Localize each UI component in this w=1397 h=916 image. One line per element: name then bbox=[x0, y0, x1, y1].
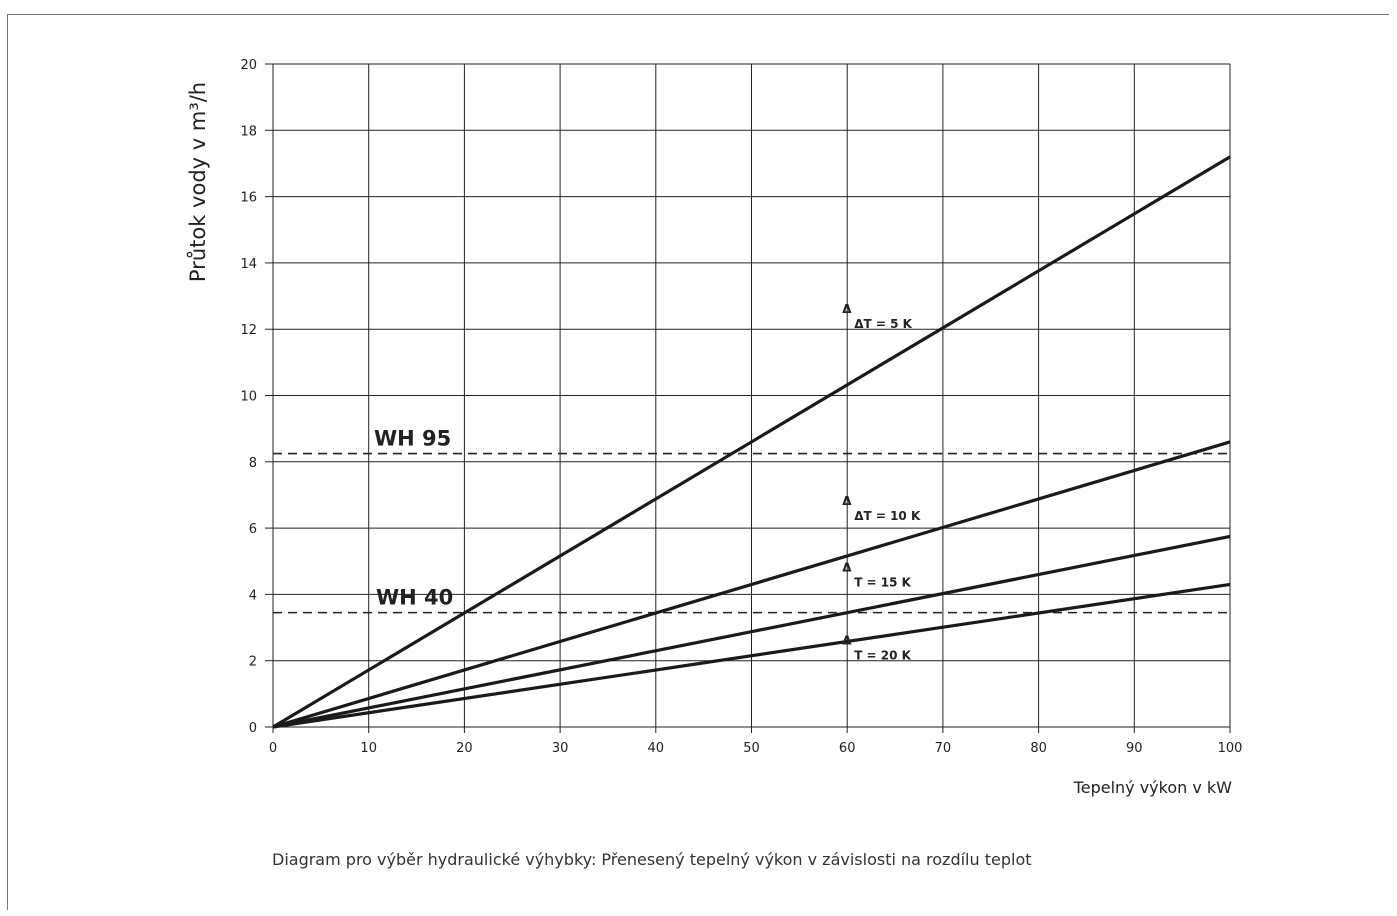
x-tick-label: 60 bbox=[839, 741, 856, 756]
series-lines bbox=[272, 155, 1231, 729]
x-axis-label: Tepelný výkon v kW bbox=[1073, 778, 1233, 797]
series-line bbox=[272, 582, 1231, 729]
y-tick-label: 12 bbox=[240, 323, 257, 338]
x-tick-label: 10 bbox=[360, 741, 377, 756]
figure-frame bbox=[7, 14, 1389, 910]
y-tick-label: 2 bbox=[249, 655, 257, 670]
series-label: T = 20 K bbox=[854, 648, 911, 662]
x-tick-labels: 0 10 20 30 40 50 60 70 80 90 100 bbox=[269, 741, 1243, 756]
series-label: ΔT = 5 K bbox=[854, 317, 912, 331]
y-tick-label: 0 bbox=[249, 721, 257, 736]
delta-marker: Δ bbox=[842, 633, 852, 647]
x-tick-label: 50 bbox=[743, 741, 760, 756]
x-tick-label: 20 bbox=[456, 741, 473, 756]
y-tick-label: 6 bbox=[249, 522, 257, 537]
grid bbox=[265, 63, 1231, 733]
x-tick-label: 30 bbox=[552, 741, 569, 756]
delta-marker: Δ bbox=[842, 302, 852, 316]
figure-caption: Diagram pro výběr hydraulické výhybky: P… bbox=[272, 850, 1032, 869]
series-line bbox=[272, 440, 1231, 729]
delta-marker: Δ bbox=[842, 494, 852, 508]
y-tick-label: 4 bbox=[249, 588, 257, 603]
reference-line-label: WH 95 bbox=[374, 427, 451, 451]
series-line bbox=[272, 155, 1231, 729]
x-tick-label: 40 bbox=[648, 741, 665, 756]
y-tick-label: 20 bbox=[240, 58, 257, 73]
x-tick-label: 90 bbox=[1126, 741, 1143, 756]
y-tick-label: 16 bbox=[240, 191, 257, 206]
x-tick-label: 100 bbox=[1218, 741, 1243, 756]
series-label: ΔT = 10 K bbox=[854, 509, 921, 523]
y-axis-label: Průtok vody v m³/h bbox=[186, 82, 210, 282]
x-tick-label: 0 bbox=[269, 741, 277, 756]
delta-marker: Δ bbox=[842, 561, 852, 575]
reference-lines: WH 95 WH 40 bbox=[273, 427, 1230, 614]
y-tick-label: 8 bbox=[249, 456, 257, 471]
series-line bbox=[272, 534, 1231, 729]
y-tick-labels: 0 2 4 6 8 10 12 14 16 18 20 bbox=[240, 58, 257, 736]
y-tick-label: 10 bbox=[240, 390, 257, 405]
x-tick-label: 80 bbox=[1030, 741, 1047, 756]
x-tick-label: 70 bbox=[935, 741, 952, 756]
y-tick-label: 18 bbox=[240, 124, 257, 139]
y-tick-label: 14 bbox=[240, 257, 257, 272]
series-label: T = 15 K bbox=[854, 576, 911, 590]
reference-line-label: WH 40 bbox=[376, 586, 453, 610]
